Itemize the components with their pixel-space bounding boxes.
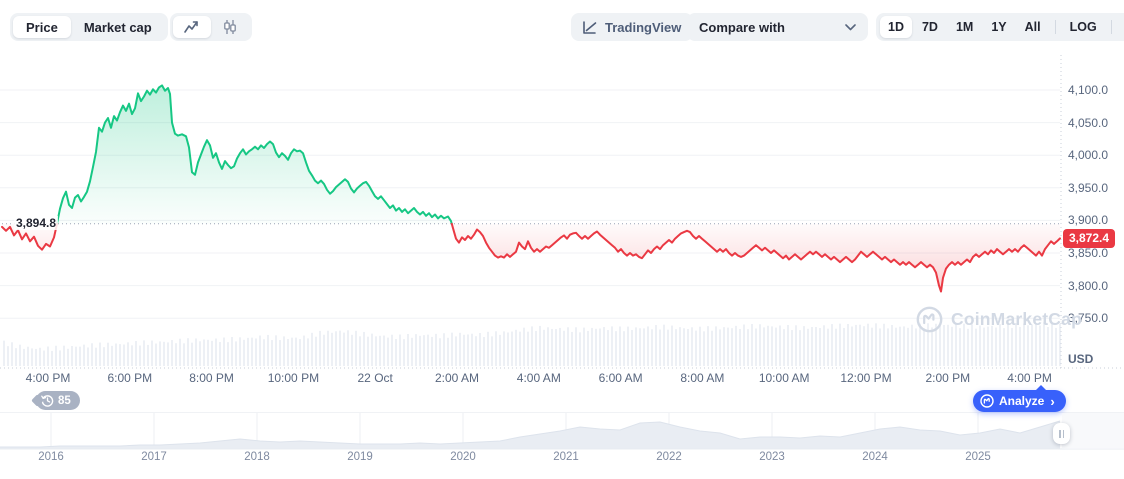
x-axis-label: 22 Oct [357, 371, 393, 385]
chevron-down-icon [845, 23, 856, 30]
price-marketcap-toggle: Price Market cap [10, 13, 168, 41]
x-axis-label: 4:00 AM [516, 371, 561, 385]
x-axis-label: 12:00 PM [840, 371, 892, 385]
history-count-badge[interactable]: 85 [36, 391, 80, 410]
tradingview-label: TradingView [605, 19, 682, 35]
last-price-badge: 3,872.4 [1063, 228, 1116, 248]
year-label: 2018 [244, 451, 270, 463]
x-axis-label: 6:00 PM [107, 371, 153, 385]
divider [1054, 20, 1056, 34]
analyze-button[interactable]: Analyze › [973, 385, 1066, 412]
range-button-all[interactable]: All [1024, 20, 1041, 34]
candlestick-chart-type-button[interactable] [211, 16, 249, 38]
coinmarketcap-logo-icon [916, 306, 943, 333]
x-axis-label: 6:00 AM [598, 371, 643, 385]
x-axis-label: 2:00 AM [434, 371, 480, 385]
y-axis-label: 3,900.0 [1068, 213, 1109, 228]
history-count: 85 [58, 394, 71, 407]
tab-price[interactable]: Price [13, 16, 71, 38]
currency-label: USD [1068, 352, 1094, 366]
x-axis-label: 10:00 PM [267, 371, 320, 385]
range-selector: 1D 7D 1M 1Y All LOG … [876, 13, 1124, 41]
price-chart-area[interactable] [0, 55, 1060, 368]
tradingview-button[interactable]: TradingView [571, 13, 694, 41]
line-chart-icon [184, 21, 198, 33]
navigator-resize-handle[interactable] [1053, 423, 1070, 444]
x-axis-label: 4:00 PM [25, 371, 71, 385]
x-axis-label: 8:00 AM [680, 371, 725, 385]
y-axis-label: 4,050.0 [1068, 115, 1109, 130]
y-axis-label: 3,750.0 [1068, 311, 1109, 326]
analyze-cmc-icon [980, 394, 994, 408]
compare-with-label: Compare with [699, 19, 785, 35]
log-scale-button[interactable]: LOG [1069, 20, 1097, 34]
tradingview-icon [583, 20, 597, 34]
year-label: 2016 [38, 451, 64, 463]
y-axis-label: 4,000.0 [1068, 148, 1109, 163]
divider [1110, 20, 1112, 34]
x-axis-label: 10:00 AM [758, 371, 810, 385]
analyze-label: Analyze [999, 394, 1045, 408]
year-label: 2017 [141, 451, 167, 463]
year-label: 2023 [759, 451, 785, 463]
y-axis-label: 4,100.0 [1068, 83, 1109, 97]
year-label: 2025 [965, 451, 991, 463]
y-axis-label: 3,950.0 [1068, 180, 1109, 195]
year-label: 2021 [553, 451, 579, 463]
baseline-price-label: 3,894.8 [14, 215, 59, 230]
x-axis-label: 8:00 PM [189, 371, 234, 385]
year-label: 2022 [656, 451, 682, 463]
year-label: 2020 [450, 451, 476, 463]
year-label: 2019 [347, 451, 373, 463]
x-axis-label: 2:00 PM [925, 371, 971, 385]
year-label: 2024 [862, 451, 888, 463]
line-chart-type-button[interactable] [173, 16, 211, 38]
compare-with-dropdown[interactable]: Compare with [687, 13, 868, 41]
watermark-text: CoinMarketCap [951, 309, 1082, 329]
analyze-pointer [1035, 385, 1047, 391]
more-options-button[interactable]: … [1118, 16, 1124, 38]
date-range-navigator[interactable] [0, 412, 1124, 450]
y-axis-label: 3,800.0 [1068, 278, 1109, 293]
y-axis-label: 3,850.0 [1068, 246, 1109, 260]
x-axis-label: 4:00 PM [1007, 371, 1052, 385]
history-clock-icon [41, 395, 54, 407]
navigator-unselected-region [1062, 413, 1124, 449]
range-button-1y[interactable]: 1Y [991, 20, 1007, 34]
analyze-chevron-icon: › [1050, 393, 1055, 409]
candlestick-icon [224, 20, 236, 34]
tab-market-cap[interactable]: Market cap [83, 19, 152, 35]
chart-type-toggle [170, 13, 252, 41]
range-button-1m[interactable]: 1M [955, 20, 974, 34]
coinmarketcap-watermark: CoinMarketCap [916, 306, 1082, 333]
range-button-7d[interactable]: 7D [921, 20, 938, 34]
range-button-1d[interactable]: 1D [880, 16, 912, 38]
